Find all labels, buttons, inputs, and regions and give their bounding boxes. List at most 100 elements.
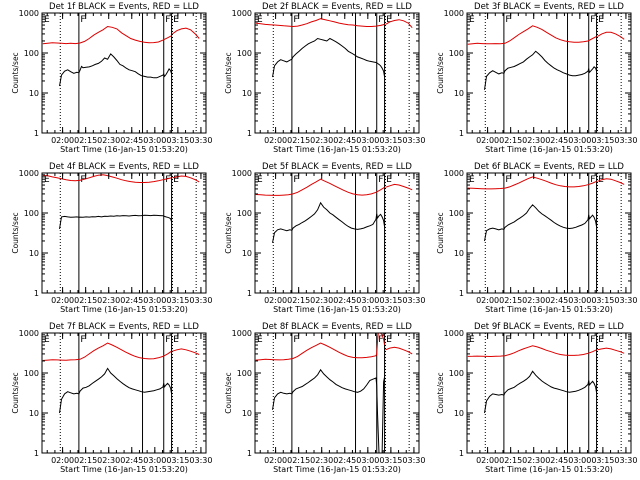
y-tick-label: 1: [34, 289, 39, 298]
event-marker-label: E: [173, 15, 179, 25]
x-tick-label: 03:30: [189, 136, 212, 145]
x-tick-label: 03:30: [402, 136, 425, 145]
x-tick-label: 03:00: [356, 136, 379, 145]
y-tick-label: 1: [459, 449, 464, 458]
plot-frame: [41, 172, 207, 294]
plot-frame: [254, 172, 420, 294]
y-axis-title: Counts/sec: [11, 52, 20, 93]
corner-marker-label: E: [469, 335, 475, 345]
event-marker-label: F: [505, 175, 510, 185]
y-tick-label: 1000: [232, 329, 252, 338]
x-tick-label: 02:00: [476, 456, 499, 465]
y-tick-label: 1000: [444, 329, 464, 338]
series-line-lld: [467, 25, 597, 45]
x-tick-label: 02:45: [120, 456, 143, 465]
x-tick-label: 03:15: [591, 456, 614, 465]
x-tick-label: 02:45: [120, 296, 143, 305]
event-marker-label: F: [165, 175, 170, 185]
y-tick-label: 100: [24, 49, 39, 58]
y-tick-label: 100: [237, 369, 252, 378]
x-tick-label: 02:00: [51, 136, 74, 145]
corner-marker-label: E: [257, 175, 263, 185]
plot-frame: [254, 12, 420, 134]
chart-title: Det 1f BLACK = Events, RED = LLD: [49, 2, 199, 12]
series-line-lld: [385, 183, 413, 191]
y-axis-title: Counts/sec: [436, 52, 445, 93]
y-tick-label: 100: [237, 209, 252, 218]
corner-marker-label: E: [257, 15, 263, 25]
event-marker-label: E: [173, 335, 179, 345]
y-axis-title: Counts/sec: [224, 212, 233, 253]
y-axis-title: Counts/sec: [224, 372, 233, 413]
x-axis-title: Start Time (16-Jan-15 01:53:20): [60, 465, 188, 474]
x-tick-label: 03:15: [379, 456, 402, 465]
x-tick-label: 03:15: [591, 296, 614, 305]
x-axis-title: Start Time (16-Jan-15 01:53:20): [485, 145, 613, 154]
series-line-events: [484, 50, 598, 90]
y-tick-label: 1: [459, 289, 464, 298]
x-axis-title: Start Time (16-Jan-15 01:53:20): [273, 305, 401, 314]
corner-marker-label: E: [44, 335, 50, 345]
x-tick-label: 02:15: [499, 136, 522, 145]
series-line-events: [272, 368, 386, 453]
chart-title: Det 5f BLACK = Events, RED = LLD: [262, 162, 412, 172]
event-marker-label: E: [173, 175, 179, 185]
y-tick-label: 1000: [444, 169, 464, 178]
x-tick-label: 03:30: [189, 296, 212, 305]
x-tick-label: 02:15: [287, 456, 310, 465]
x-tick-label: 02:30: [310, 456, 333, 465]
x-tick-label: 02:00: [264, 136, 287, 145]
series-line-events: [272, 201, 386, 243]
y-tick-label: 100: [449, 209, 464, 218]
x-axis-title: Start Time (16-Jan-15 01:53:20): [60, 305, 188, 314]
y-tick-label: 100: [449, 49, 464, 58]
series-line-lld: [172, 175, 200, 183]
x-tick-label: 03:15: [166, 456, 189, 465]
x-tick-label: 02:30: [97, 136, 120, 145]
x-axis-title: Start Time (16-Jan-15 01:53:20): [485, 305, 613, 314]
x-tick-label: 02:15: [74, 136, 97, 145]
y-tick-label: 100: [24, 369, 39, 378]
x-tick-label: 03:15: [379, 296, 402, 305]
x-tick-label: 03:00: [568, 456, 591, 465]
series-line-lld: [597, 347, 625, 354]
x-tick-label: 02:00: [264, 296, 287, 305]
x-tick-label: 02:15: [287, 296, 310, 305]
chart-title: Det 3f BLACK = Events, RED = LLD: [474, 2, 624, 12]
x-tick-label: 03:30: [614, 296, 637, 305]
x-tick-label: 03:30: [402, 456, 425, 465]
series-line-lld: [42, 342, 172, 361]
y-tick-label: 10: [29, 249, 39, 258]
x-tick-label: 02:45: [333, 136, 356, 145]
series-line-lld: [255, 333, 386, 361]
y-tick-label: 10: [454, 409, 464, 418]
series-line-events: [272, 37, 386, 78]
corner-marker-label: E: [257, 335, 263, 345]
corner-marker-label: E: [44, 175, 50, 185]
x-tick-label: 02:45: [120, 136, 143, 145]
y-tick-label: 1000: [19, 169, 39, 178]
series-line-lld: [385, 346, 413, 355]
event-marker-label: F: [505, 335, 510, 345]
x-tick-label: 02:45: [545, 136, 568, 145]
x-axis-title: Start Time (16-Jan-15 01:53:20): [273, 465, 401, 474]
y-tick-label: 10: [454, 89, 464, 98]
y-tick-label: 100: [24, 209, 39, 218]
y-tick-label: 1: [34, 129, 39, 138]
y-tick-label: 10: [29, 409, 39, 418]
y-axis-title: Counts/sec: [224, 52, 233, 93]
event-marker-label: E: [386, 15, 392, 25]
event-marker-label: F: [293, 15, 298, 25]
chart-title: Det 8f BLACK = Events, RED = LLD: [262, 322, 412, 332]
event-marker-label: F: [505, 15, 510, 25]
series-line-lld: [255, 178, 385, 196]
series-line-events: [59, 214, 173, 229]
event-marker-label: F: [165, 335, 170, 345]
series-line-lld: [385, 19, 413, 29]
event-marker-label: F: [165, 15, 170, 25]
series-line-lld: [42, 174, 172, 183]
